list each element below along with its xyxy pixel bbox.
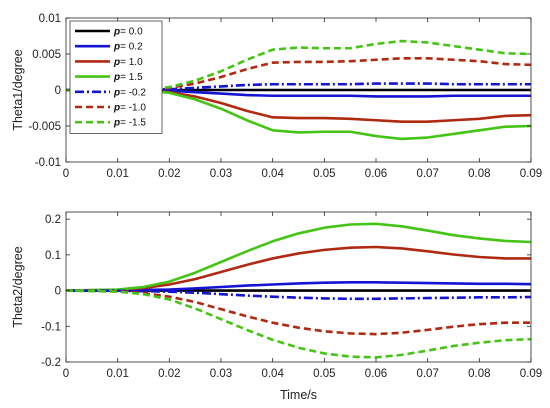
theta2-x-tick-label: 0.09 <box>520 368 542 380</box>
theta2-y-tick-label: 0.2 <box>45 214 61 226</box>
theta2-series-line-1 <box>66 281 531 292</box>
theta1-x-tick-label: 0.01 <box>106 168 128 180</box>
theta2-series-line-6 <box>66 289 531 359</box>
theta1-y-tick-label: 0 <box>55 85 61 97</box>
legend-entry-label: p= -1.5 <box>113 118 146 129</box>
theta2-x-tick-label: 0.05 <box>313 368 335 380</box>
legend: p= 0.0 p= 0.2 p= 1.0 p= 1.5 p= -0.2 p= -1.0 p=… <box>69 20 163 134</box>
theta2-x-tick-label: 0.07 <box>416 368 438 380</box>
theta2-plot-frame <box>65 211 532 363</box>
theta1-series-line-4 <box>66 82 531 92</box>
legend-entry-label: p= -0.2 <box>113 87 146 98</box>
theta1-x-tick-label: 0.03 <box>210 168 232 180</box>
theta2-x-tick-label: 0.03 <box>210 368 232 380</box>
theta1-series-line-1 <box>66 88 531 98</box>
theta2-y-axis-label: Theta2/degree <box>11 246 25 327</box>
theta1-chart: 0 0.01 0.02 0.03 0.04 0.05 0.06 0.07 0.08 0.09 -0.… <box>11 13 542 180</box>
theta1-y-tick-label: 0.01 <box>39 13 61 25</box>
theta2-series-lines <box>66 222 531 359</box>
theta1-x-tick-label: 0.04 <box>261 168 284 180</box>
theta2-y-tick-label: -0.2 <box>41 357 61 369</box>
theta1-x-tick-label: 0.06 <box>365 168 387 180</box>
theta1-y-tick-label: -0.01 <box>35 157 61 169</box>
theta2-x-tick-label: 0.02 <box>158 368 180 380</box>
theta2-x-tick-label: 0 <box>63 368 69 380</box>
theta2-series-line-4 <box>66 289 531 301</box>
theta1-ticks: 0 0.01 0.02 0.03 0.04 0.05 0.06 0.07 0.08 0.09 -0.… <box>28 13 542 180</box>
theta2-y-tick-label: 0 <box>55 286 61 298</box>
theta1-y-tick-label: 0.005 <box>32 49 61 61</box>
legend-entry-label: p= -1.0 <box>113 103 146 114</box>
theta2-series-line-5 <box>66 289 531 336</box>
theta1-series-line-3 <box>66 88 531 141</box>
theta1-x-tick-label: 0.07 <box>416 168 438 180</box>
theta1-y-axis-label: Theta1/degree <box>11 49 25 130</box>
legend-entry-label: p= 1.0 <box>113 57 143 68</box>
theta1-y-tick-label: -0.005 <box>28 121 61 133</box>
theta2-chart: 0 0.01 0.02 0.03 0.04 0.05 0.06 0.07 0.08 0.09 -0.… <box>11 211 542 402</box>
theta2-x-tick-label: 0.06 <box>365 368 387 380</box>
theta1-series-line-6 <box>66 39 531 92</box>
theta1-x-tick-label: 0.02 <box>158 168 180 180</box>
theta2-series-line-2 <box>66 245 531 292</box>
theta2-x-tick-label: 0.08 <box>468 368 490 380</box>
theta2-y-tick-label: -0.1 <box>41 321 61 333</box>
theta2-y-tick-label: 0.1 <box>45 250 61 262</box>
theta2-series-line-3 <box>66 222 531 292</box>
legend-entry-label: p= 1.5 <box>113 72 143 83</box>
theta2-x-tick-label: 0.04 <box>261 368 284 380</box>
theta2-x-axis-label: Time/s <box>280 388 317 402</box>
theta1-x-tick-label: 0 <box>63 168 69 180</box>
legend-entry-label: p= 0.0 <box>113 27 143 38</box>
theta1-x-tick-label: 0.09 <box>520 168 542 180</box>
theta1-series-lines <box>66 39 531 141</box>
theta2-ticks: 0 0.01 0.02 0.03 0.04 0.05 0.06 0.07 0.08 0.09 -0.… <box>41 212 542 380</box>
theta1-x-tick-label: 0.05 <box>313 168 335 180</box>
theta2-x-tick-label: 0.01 <box>106 368 128 380</box>
theta1-x-tick-label: 0.08 <box>468 168 490 180</box>
legend-entry-label: p= 0.2 <box>113 42 143 53</box>
